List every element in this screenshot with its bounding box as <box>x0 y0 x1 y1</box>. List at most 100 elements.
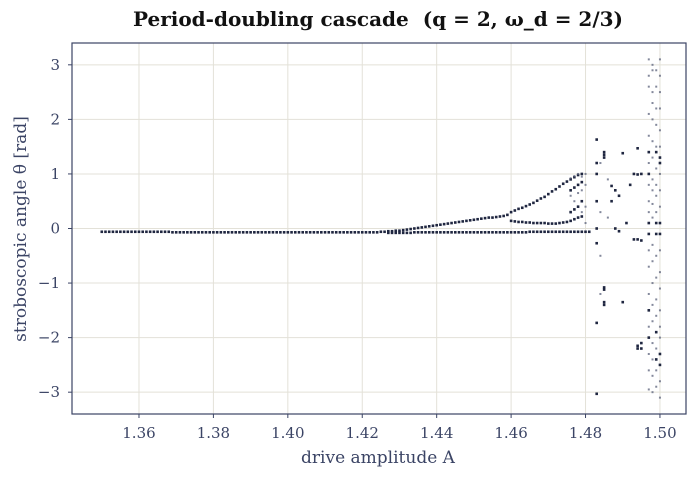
data-point <box>107 230 111 234</box>
data-point <box>602 156 606 159</box>
data-point <box>476 217 479 221</box>
data-point <box>439 231 442 234</box>
data-point <box>621 151 625 155</box>
data-point <box>651 91 654 94</box>
data-point <box>647 150 651 154</box>
data-point <box>494 215 498 219</box>
data-point <box>472 231 476 234</box>
data-point <box>632 172 636 176</box>
data-point <box>651 303 654 306</box>
data-point <box>658 287 661 290</box>
data-point <box>528 203 532 206</box>
data-point <box>405 231 409 235</box>
chart-title-main: Period-doubling cascade <box>133 7 409 31</box>
data-point <box>480 231 483 234</box>
data-point <box>160 230 163 234</box>
x-tick-label: 1.42 <box>346 424 379 442</box>
data-point <box>655 347 658 350</box>
data-point <box>658 129 661 132</box>
data-point <box>238 231 241 234</box>
data-point <box>602 153 606 157</box>
data-point <box>506 231 509 234</box>
data-point <box>576 173 580 177</box>
data-point <box>647 74 650 77</box>
data-point <box>398 231 401 235</box>
data-point <box>554 222 558 225</box>
data-point <box>636 347 639 350</box>
x-tick-label: 1.36 <box>122 424 155 442</box>
data-point <box>658 205 661 208</box>
data-point <box>111 230 115 234</box>
data-point <box>249 231 252 234</box>
y-tick-label: −1 <box>38 274 60 292</box>
data-point <box>658 172 661 175</box>
data-point <box>647 85 650 88</box>
data-point <box>253 231 256 234</box>
data-point <box>651 69 654 72</box>
data-point <box>569 177 572 180</box>
data-point <box>651 243 654 246</box>
data-point <box>651 358 654 361</box>
data-point <box>647 249 650 252</box>
data-point <box>610 184 613 188</box>
data-point <box>532 201 535 205</box>
data-point <box>647 292 650 295</box>
data-points <box>100 58 662 399</box>
data-point <box>658 352 662 356</box>
data-point <box>226 231 230 234</box>
grid <box>72 43 686 414</box>
data-point <box>569 178 572 181</box>
data-point <box>483 231 487 234</box>
data-point <box>647 112 650 115</box>
data-point <box>655 211 658 214</box>
data-point <box>353 231 357 234</box>
data-point <box>636 344 639 348</box>
data-point <box>655 123 658 126</box>
data-point <box>573 175 576 179</box>
data-point <box>491 216 494 219</box>
data-point <box>599 292 602 295</box>
data-point <box>468 231 472 234</box>
data-point <box>115 230 118 234</box>
x-tick-label: 1.40 <box>271 424 304 442</box>
data-point <box>584 172 587 175</box>
data-point <box>550 190 554 193</box>
data-point <box>390 229 394 233</box>
data-point <box>513 209 517 212</box>
data-point <box>409 227 412 231</box>
data-point <box>286 231 290 234</box>
data-point <box>573 175 576 178</box>
x-tick-label: 1.44 <box>420 424 453 442</box>
data-point <box>655 314 658 317</box>
chart-title: Period-doubling cascade (q = 2, ω_d = 2/3… <box>133 7 623 31</box>
data-point <box>554 230 558 234</box>
x-tick-label: 1.48 <box>569 424 602 442</box>
data-point <box>651 189 654 192</box>
data-point <box>654 150 658 154</box>
data-point <box>584 222 587 225</box>
data-point <box>427 231 431 234</box>
data-point <box>658 91 661 94</box>
data-point <box>647 309 651 312</box>
data-point <box>655 385 658 388</box>
data-point <box>654 221 658 225</box>
data-point <box>550 222 554 225</box>
x-tick-label: 1.50 <box>643 424 676 442</box>
data-point <box>655 369 658 372</box>
data-point <box>465 219 468 223</box>
data-point <box>453 221 457 224</box>
data-point <box>655 298 658 301</box>
data-point <box>524 231 528 234</box>
data-point <box>595 241 598 245</box>
data-point <box>580 230 584 234</box>
data-point <box>387 229 390 233</box>
data-point <box>558 230 561 234</box>
data-point <box>595 227 598 230</box>
data-point <box>137 230 141 234</box>
data-point <box>401 228 405 232</box>
data-point <box>658 221 662 225</box>
data-point <box>502 214 505 218</box>
data-point <box>193 231 197 234</box>
data-point <box>200 231 204 234</box>
data-point <box>468 219 472 222</box>
